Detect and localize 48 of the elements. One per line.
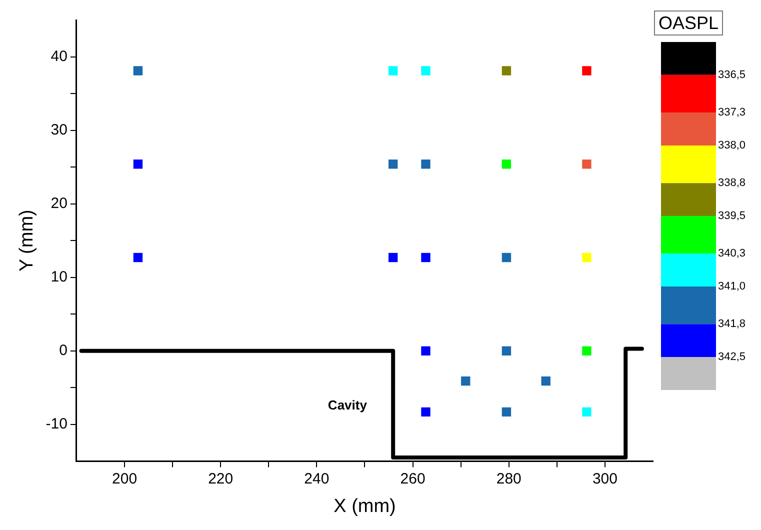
point — [502, 160, 512, 169]
y-tick-label: -10 — [46, 416, 68, 433]
point — [502, 346, 512, 356]
color-bar-label: 340,3 — [718, 248, 746, 260]
x-tick-label: 280 — [496, 470, 522, 488]
point — [388, 252, 398, 262]
color-bar-label: 336,5 — [718, 68, 746, 81]
y-axis-title: Y (mm) — [16, 210, 38, 272]
point — [133, 66, 143, 76]
point — [582, 407, 592, 417]
x-axis-title: X (mm) — [334, 496, 396, 517]
color-bar-label: 338,0 — [718, 139, 746, 152]
x-tick-label: 240 — [304, 470, 330, 488]
point — [582, 66, 592, 76]
y-tick-label: 10 — [50, 268, 68, 286]
color-bar-label: 341,8 — [718, 318, 746, 330]
annotation: Cavity — [328, 398, 368, 413]
point — [133, 160, 143, 169]
x-tick-label: 260 — [400, 470, 426, 488]
point — [582, 346, 592, 356]
point — [502, 252, 512, 262]
point — [388, 66, 398, 76]
point — [461, 376, 470, 386]
point — [388, 160, 398, 169]
x-tick-label: 200 — [112, 470, 138, 488]
point — [421, 252, 430, 262]
y-tick-label: 30 — [50, 121, 68, 138]
color-bar-title: OASPL — [658, 12, 719, 33]
point — [582, 252, 592, 262]
y-tick-label: 0 — [59, 342, 68, 360]
y-tick-label: 40 — [50, 48, 68, 65]
point — [502, 407, 512, 417]
point — [502, 66, 512, 76]
point — [133, 252, 143, 262]
point — [582, 160, 592, 169]
color-bar-label: 342,5 — [718, 351, 746, 364]
y-tick-label: 20 — [50, 194, 68, 212]
point — [421, 66, 430, 76]
point — [421, 346, 430, 356]
point — [421, 160, 430, 169]
color-bar-label: 337,3 — [718, 106, 746, 119]
x-tick-label: 300 — [592, 470, 618, 488]
x-tick-label: 220 — [208, 470, 234, 488]
color-bar-label: 339,5 — [718, 210, 746, 222]
point — [421, 407, 430, 417]
point — [541, 376, 550, 386]
color-bar-label: 338,8 — [718, 177, 746, 190]
color-bar-label: 341,0 — [718, 280, 746, 293]
